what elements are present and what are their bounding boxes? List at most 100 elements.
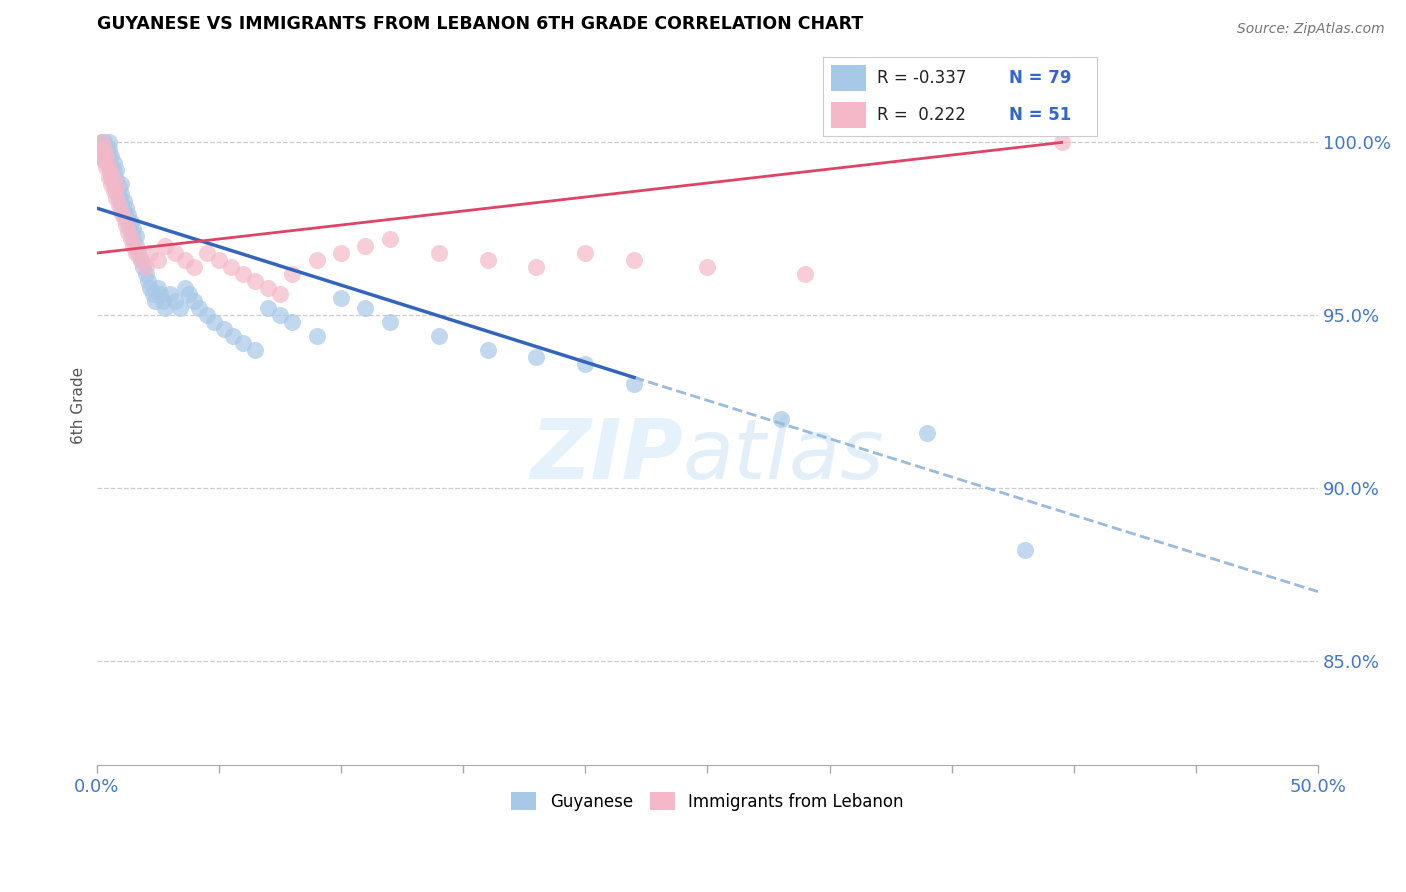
Point — [100, 160, 122, 174]
Point — [269, 308, 291, 322]
Point — [427, 246, 450, 260]
Point — [100, 169, 122, 184]
Point — [623, 377, 645, 392]
Point — [120, 215, 142, 229]
Point — [115, 219, 138, 233]
Point — [96, 145, 118, 160]
Point — [354, 239, 377, 253]
Point — [269, 287, 291, 301]
Point — [477, 252, 499, 267]
Point — [105, 184, 128, 198]
Point — [477, 343, 499, 357]
Point — [173, 280, 195, 294]
Point — [136, 274, 159, 288]
Point — [96, 139, 118, 153]
Point — [378, 315, 401, 329]
Point — [281, 315, 304, 329]
Point — [110, 197, 132, 211]
Point — [100, 149, 122, 163]
Point — [195, 308, 218, 322]
Point — [329, 246, 352, 260]
Point — [103, 167, 125, 181]
Point — [97, 169, 120, 184]
Point — [93, 153, 115, 167]
Point — [159, 287, 181, 301]
Point — [107, 191, 129, 205]
Point — [96, 153, 118, 167]
Point — [256, 301, 278, 316]
Point — [105, 180, 128, 194]
Point — [87, 142, 110, 156]
Point — [173, 252, 195, 267]
Point — [93, 136, 115, 150]
Point — [222, 329, 245, 343]
Point — [139, 280, 162, 294]
Point — [103, 156, 125, 170]
Point — [93, 153, 115, 167]
Point — [127, 246, 149, 260]
Point — [122, 232, 145, 246]
Point — [105, 163, 128, 178]
Text: Source: ZipAtlas.com: Source: ZipAtlas.com — [1237, 22, 1385, 37]
Text: atlas: atlas — [683, 415, 884, 496]
Point — [100, 177, 122, 191]
Point — [179, 287, 201, 301]
Point — [169, 301, 191, 316]
Point — [281, 267, 304, 281]
Point — [139, 246, 162, 260]
Point — [208, 252, 231, 267]
Point — [232, 267, 254, 281]
Point — [574, 246, 596, 260]
Point — [153, 301, 176, 316]
Point — [129, 252, 152, 267]
Point — [100, 167, 122, 181]
Point — [149, 287, 172, 301]
Point — [93, 142, 115, 156]
Point — [110, 177, 132, 191]
Text: N = 51: N = 51 — [1010, 106, 1071, 124]
Point — [90, 145, 112, 160]
Point — [153, 239, 176, 253]
Point — [107, 180, 129, 194]
Point — [245, 343, 267, 357]
Point — [329, 291, 352, 305]
Point — [146, 252, 169, 267]
Point — [378, 232, 401, 246]
Point — [163, 294, 186, 309]
Point — [1050, 136, 1073, 150]
Text: GUYANESE VS IMMIGRANTS FROM LEBANON 6TH GRADE CORRELATION CHART: GUYANESE VS IMMIGRANTS FROM LEBANON 6TH … — [97, 15, 863, 33]
Point — [90, 136, 112, 150]
Point — [526, 350, 548, 364]
Point — [125, 228, 148, 243]
Point — [96, 160, 118, 174]
Point — [87, 142, 110, 156]
Point — [232, 335, 254, 350]
Point — [152, 294, 174, 309]
Point — [93, 142, 115, 156]
Point — [183, 260, 205, 274]
Point — [134, 260, 156, 274]
Point — [769, 412, 792, 426]
Bar — [831, 65, 866, 91]
Point — [120, 232, 142, 246]
Legend: Guyanese, Immigrants from Lebanon: Guyanese, Immigrants from Lebanon — [505, 786, 910, 817]
Point — [245, 274, 267, 288]
Point — [115, 211, 138, 226]
Point — [163, 246, 186, 260]
Point — [305, 329, 328, 343]
Point — [97, 160, 120, 174]
Point — [195, 246, 218, 260]
Point — [115, 201, 138, 215]
Point — [143, 294, 166, 309]
Point — [623, 252, 645, 267]
Point — [202, 315, 225, 329]
Point — [125, 239, 148, 253]
Point — [110, 187, 132, 202]
Point — [112, 204, 135, 219]
Point — [90, 136, 112, 150]
Point — [188, 301, 211, 316]
Point — [112, 194, 135, 209]
Point — [427, 329, 450, 343]
Point — [97, 160, 120, 174]
Point — [696, 260, 718, 274]
